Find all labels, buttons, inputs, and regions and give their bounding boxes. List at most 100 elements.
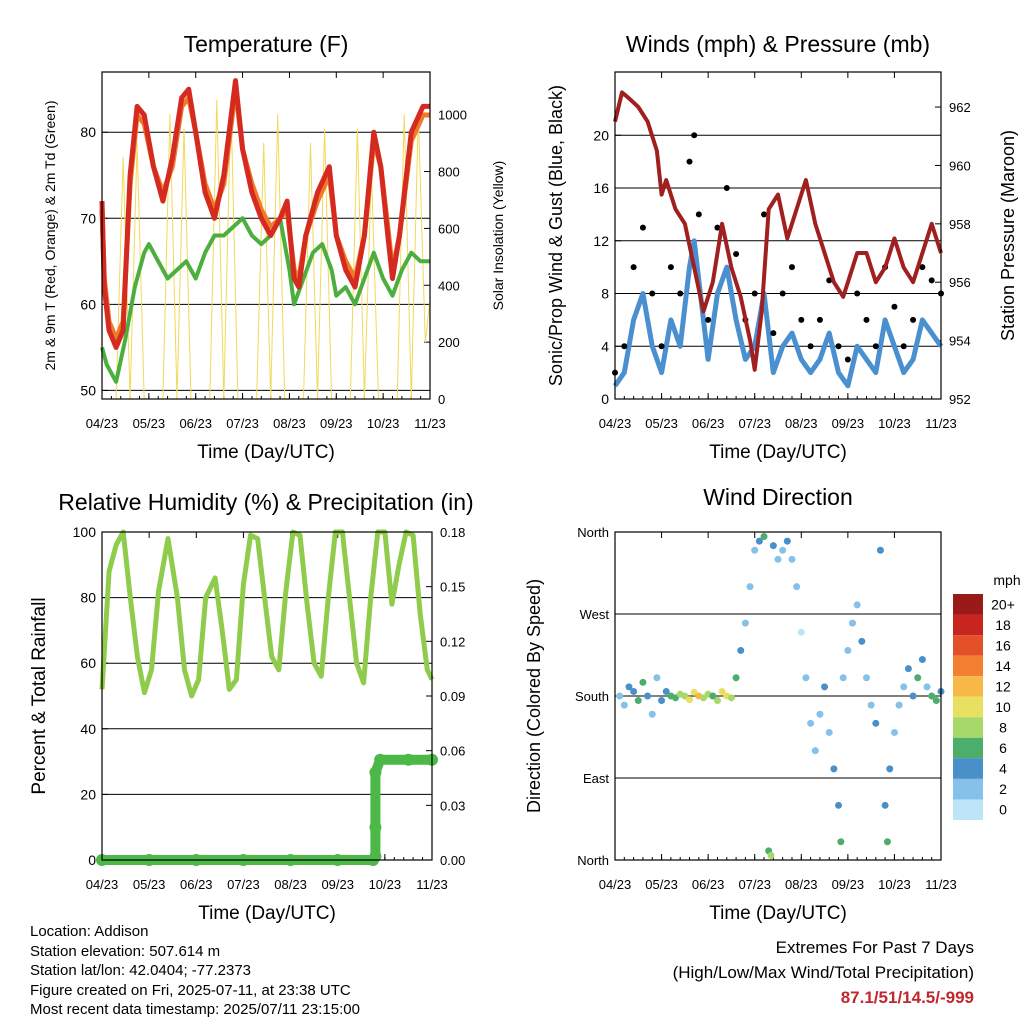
gust-point <box>807 343 814 350</box>
direction-point <box>886 765 894 773</box>
y-tick-label: 8 <box>601 286 609 302</box>
direction-point <box>928 692 936 700</box>
direction-point <box>837 838 845 846</box>
y-axis-label: Percent & Total Rainfall <box>29 597 50 794</box>
x-tick-label: 11/23 <box>925 416 957 431</box>
direction-point <box>876 546 884 554</box>
series-9m-t <box>99 86 430 342</box>
direction-point <box>904 665 912 673</box>
station-latlon: Station lat/lon: 42.0404; -77.2373 <box>30 962 252 979</box>
direction-point <box>881 801 889 809</box>
x-tick-label: 10/23 <box>878 877 911 892</box>
precip-point <box>369 850 382 863</box>
colorbar-label: 14 <box>995 658 1011 674</box>
gust-point <box>621 343 628 350</box>
series-precip <box>97 754 437 865</box>
direction-point <box>914 674 922 682</box>
direction-point <box>895 701 903 709</box>
colorbar-swatch <box>953 799 983 820</box>
x-tick-label: 05/23 <box>133 416 166 431</box>
x-tick-label: 08/23 <box>273 416 306 431</box>
direction-point <box>830 765 838 773</box>
y-right-tick-label: 800 <box>438 165 460 180</box>
y-tick-label: 70 <box>80 210 96 226</box>
y-tick-label: 16 <box>593 180 609 196</box>
gust-point <box>816 316 823 323</box>
station-elevation: Station elevation: 507.614 m <box>30 942 221 960</box>
colorbar-swatch <box>953 717 983 738</box>
direction-point <box>709 692 717 700</box>
direction-point <box>727 694 735 702</box>
y-right-tick-label: 952 <box>949 392 971 407</box>
direction-point <box>751 546 759 554</box>
colorbar-swatch <box>953 614 983 636</box>
gust-point <box>733 250 740 257</box>
y-tick-label: West <box>580 607 610 622</box>
y-right-tick-label: 0.06 <box>440 744 465 759</box>
series-solar <box>115 99 431 400</box>
y-tick-label: 80 <box>80 124 96 140</box>
direction-point <box>662 687 670 695</box>
x-tick-label: 07/23 <box>738 877 771 892</box>
direction-point <box>839 674 847 682</box>
direction-point <box>811 747 819 755</box>
gust-point <box>686 158 693 165</box>
gust-point <box>649 290 656 297</box>
direction-point <box>686 696 694 704</box>
extremes-values: 87.1/51/14.5/-999 <box>840 988 974 1007</box>
gust-point <box>630 264 637 271</box>
x-tick-label: 06/23 <box>692 416 725 431</box>
direction-point <box>867 701 875 709</box>
gust-point <box>798 316 805 323</box>
direction-point <box>844 646 852 654</box>
plot-border <box>614 531 942 861</box>
precip-point <box>402 753 415 766</box>
gust-point <box>658 343 665 350</box>
direction-point <box>648 710 656 718</box>
extremes-subtitle: (High/Low/Max Wind/Total Precipitation) <box>672 963 974 982</box>
y-right-tick-label: 0.12 <box>440 634 465 649</box>
y-tick-label: 60 <box>80 655 96 671</box>
panel-temperature: 50 60 70 80 04/23 05/23 06/23 07/23 08/23 09/23 10… <box>42 31 506 463</box>
direction-point <box>816 710 824 718</box>
panel-winds_pressure: 0 4 8 12 16 20 04/23 05/23 06/23 07/23 08/23 09/23 1… <box>546 31 1018 463</box>
x-tick-label: 07/23 <box>738 416 771 431</box>
y-right-tick-label: 0.03 <box>440 798 465 813</box>
series-pressure <box>613 90 943 372</box>
colorbar-label: 16 <box>995 637 1011 653</box>
colorbar-title: mph <box>993 572 1020 588</box>
x-tick-label: 11/23 <box>416 877 448 892</box>
direction-point <box>779 546 787 554</box>
direction-point <box>918 656 926 664</box>
gust-point <box>900 343 907 350</box>
y-right-tick-label: 0.00 <box>440 853 465 868</box>
direction-point <box>741 619 749 627</box>
colorbar: 0 2 4 6 8 10 12 14 16 18 20+ mph <box>953 572 1021 820</box>
direction-point <box>713 697 721 705</box>
y-right-tick-label: 0.15 <box>440 580 465 595</box>
extremes-title: Extremes For Past 7 Days <box>775 938 974 957</box>
chart-title: Temperature (F) <box>184 31 349 57</box>
series-wind <box>612 238 944 389</box>
gust-point <box>723 185 730 192</box>
direction-point <box>849 619 857 627</box>
y-tick-label: 60 <box>80 296 96 312</box>
direction-point <box>858 637 866 645</box>
direction-point <box>653 674 661 682</box>
direction-point <box>783 537 791 545</box>
x-tick-label: 08/23 <box>785 416 818 431</box>
y-tick-label: 12 <box>593 233 609 249</box>
gust-point <box>891 303 898 310</box>
x-tick-label: 04/23 <box>86 877 119 892</box>
colorbar-label: 8 <box>999 720 1007 736</box>
x-tick-label: 11/23 <box>414 416 446 431</box>
panel-rh_precip: 0 20 40 60 80 100 04/23 05/23 06/23 07/23 08/23 09/… <box>29 489 474 924</box>
x-tick-label: 04/23 <box>599 877 632 892</box>
x-tick-label: 08/23 <box>274 877 307 892</box>
direction-point <box>732 674 740 682</box>
gust-point <box>788 264 795 271</box>
y-axis-label: Sonic/Prop Wind & Gust (Blue, Black) <box>546 85 566 386</box>
direction-point <box>932 697 940 705</box>
gust-point <box>919 264 926 271</box>
